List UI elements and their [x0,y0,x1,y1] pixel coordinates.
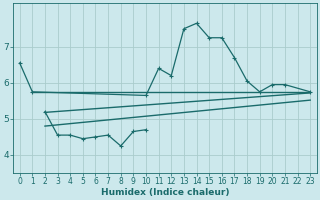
X-axis label: Humidex (Indice chaleur): Humidex (Indice chaleur) [101,188,229,197]
